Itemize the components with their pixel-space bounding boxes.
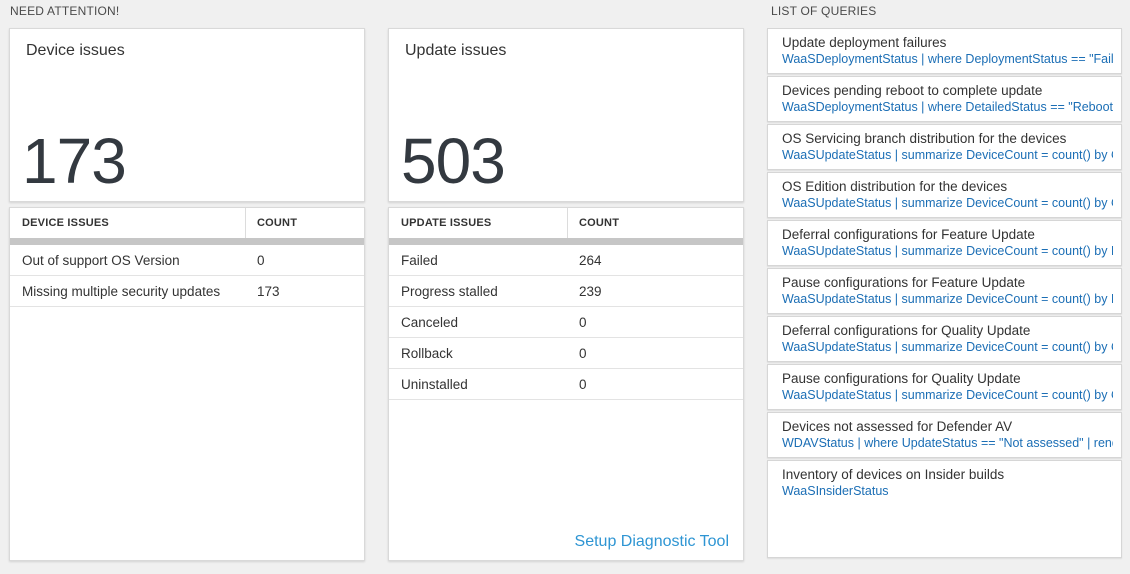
update-issues-column-header: UPDATE ISSUES [401,217,492,229]
table-header-bar [10,238,364,245]
issue-label: Rollback [401,345,453,361]
query-text-link[interactable]: WaaSUpdateStatus | summarize DeviceCount… [782,196,1113,210]
update-issues-title: Update issues [405,42,507,59]
query-text-link[interactable]: WaaSUpdateStatus | summarize DeviceCount… [782,292,1113,306]
device-issues-tile[interactable]: Device issues 173 [9,28,365,202]
query-list-item[interactable]: Devices pending reboot to complete updat… [767,76,1122,122]
issue-label: Failed [401,252,438,268]
device-issues-count: 173 [22,125,127,197]
query-list-item[interactable]: Deferral configurations for Quality Upda… [767,316,1122,362]
table-row[interactable]: Progress stalled 239 [389,276,743,307]
table-row[interactable]: Rollback 0 [389,338,743,369]
query-title: Pause configurations for Quality Update [782,371,1021,386]
need-attention-heading: NEED ATTENTION! [10,4,120,18]
device-issues-title: Device issues [26,42,125,59]
issue-label: Progress stalled [401,283,498,299]
query-title: Deferral configurations for Feature Upda… [782,227,1035,242]
query-title: Inventory of devices on Insider builds [782,467,1005,482]
table-row[interactable]: Failed 264 [389,245,743,276]
query-list-item[interactable]: Update deployment failures WaaSDeploymen… [767,28,1122,74]
query-list-item[interactable]: OS Servicing branch distribution for the… [767,124,1122,170]
query-title: Pause configurations for Feature Update [782,275,1026,290]
table-header-bar [389,238,743,245]
table-row[interactable]: Out of support OS Version 0 [10,245,364,276]
query-list-item[interactable]: OS Edition distribution for the devices … [767,172,1122,218]
issue-count: 0 [579,376,587,392]
query-text-link[interactable]: WaaSUpdateStatus | summarize DeviceCount… [782,148,1113,162]
list-of-queries-heading: LIST OF QUERIES [771,4,877,18]
issue-count: 239 [579,283,602,299]
query-title: Devices not assessed for Defender AV [782,419,1013,434]
count-column-header: COUNT [567,208,743,238]
device-issues-column-header: DEVICE ISSUES [22,217,109,229]
device-issues-table: DEVICE ISSUES COUNT Out of support OS Ve… [9,207,365,561]
table-row[interactable]: Uninstalled 0 [389,369,743,400]
query-text-link[interactable]: WaaSDeploymentStatus | where DetailedSta… [782,100,1113,114]
issue-count: 173 [257,283,280,299]
query-list-item[interactable]: Pause configurations for Feature Update … [767,268,1122,314]
query-title: OS Edition distribution for the devices [782,179,1008,194]
issue-count: 264 [579,252,602,268]
update-issues-tile[interactable]: Update issues 503 [388,28,744,202]
query-list-item[interactable]: Inventory of devices on Insider builds W… [767,460,1122,558]
setup-diagnostic-tool-link[interactable]: Setup Diagnostic Tool [574,533,729,550]
update-issues-table-header: UPDATE ISSUES COUNT [389,208,743,238]
query-list-item[interactable]: Pause configurations for Quality Update … [767,364,1122,410]
query-title: Devices pending reboot to complete updat… [782,83,1043,98]
issue-count: 0 [579,314,587,330]
device-issues-table-header: DEVICE ISSUES COUNT [10,208,364,238]
query-list-item[interactable]: Devices not assessed for Defender AV WDA… [767,412,1122,458]
issue-label: Out of support OS Version [22,252,180,268]
issue-label: Uninstalled [401,376,468,392]
queries-list: Update deployment failures WaaSDeploymen… [767,28,1122,558]
issue-label: Missing multiple security updates [22,283,221,299]
query-text-link[interactable]: WaaSUpdateStatus | summarize DeviceCount… [782,340,1113,354]
query-text-link[interactable]: WaaSUpdateStatus | summarize DeviceCount… [782,244,1113,258]
table-row[interactable]: Missing multiple security updates 173 [10,276,364,307]
table-row[interactable]: Canceled 0 [389,307,743,338]
device-issues-rows: Out of support OS Version 0 Missing mult… [10,245,364,307]
query-text-link[interactable]: WaaSUpdateStatus | summarize DeviceCount… [782,388,1113,402]
issue-count: 0 [579,345,587,361]
count-column-header: COUNT [245,208,364,238]
issue-label: Canceled [401,314,459,330]
query-title: OS Servicing branch distribution for the… [782,131,1067,146]
query-title: Deferral configurations for Quality Upda… [782,323,1031,338]
issue-count: 0 [257,252,265,268]
query-text-link[interactable]: WaaSDeploymentStatus | where DeploymentS… [782,52,1113,66]
query-list-item[interactable]: Deferral configurations for Feature Upda… [767,220,1122,266]
update-issues-count: 503 [401,125,506,197]
query-text-link[interactable]: WDAVStatus | where UpdateStatus == "Not … [782,436,1113,450]
query-title: Update deployment failures [782,35,947,50]
update-issues-rows: Failed 264 Progress stalled 239 Canceled… [389,245,743,400]
query-text-link[interactable]: WaaSInsiderStatus [782,484,889,498]
update-issues-table: UPDATE ISSUES COUNT Failed 264 Progress … [388,207,744,561]
